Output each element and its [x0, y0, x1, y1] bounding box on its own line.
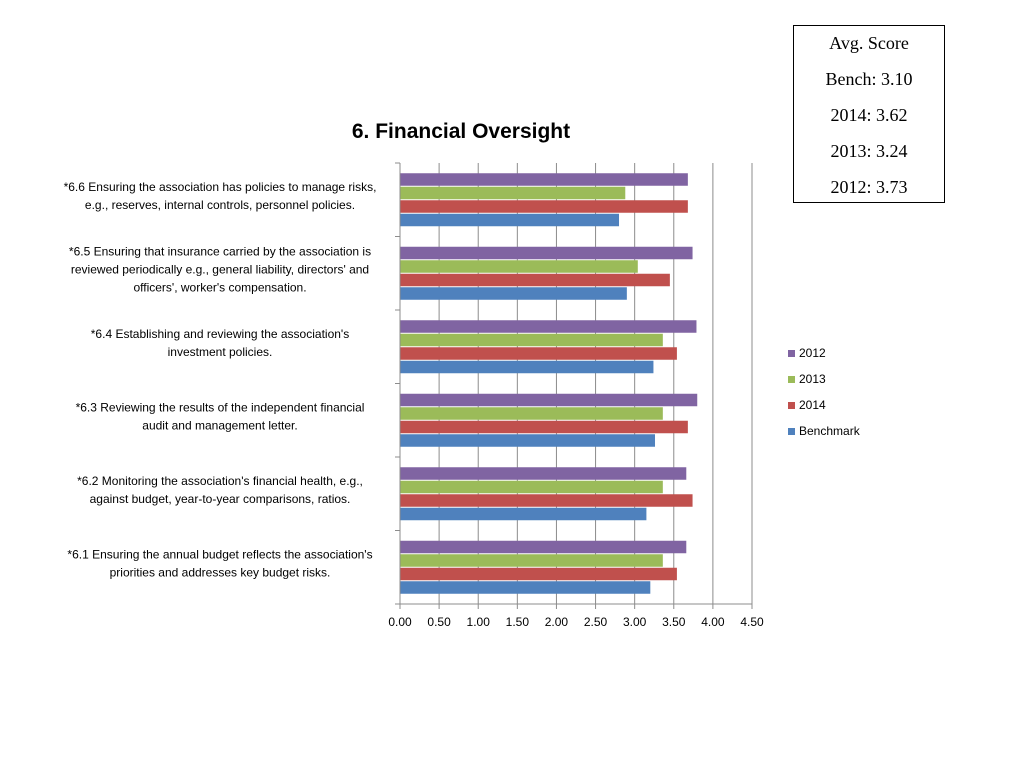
- chart-title: 6. Financial Oversight: [352, 120, 570, 143]
- bar-2013-cat-4: [400, 407, 663, 420]
- bar-2014-cat-2: [400, 273, 670, 287]
- avg-score-2014: 2014: 3.62: [830, 105, 908, 125]
- avg-score-title: Avg. Score: [829, 33, 909, 53]
- category-label: *6.3 Reviewing the results of the indepe…: [76, 400, 365, 432]
- bar-2013-cat-3: [400, 333, 663, 347]
- bar-2012-cat-2: [400, 246, 693, 260]
- bar-2014-cat-5: [400, 494, 693, 507]
- bar-2012-cat-1: [400, 173, 688, 186]
- category-label: *6.2 Monitoring the association's financ…: [77, 474, 363, 506]
- bar-2012-cat-6: [400, 540, 687, 554]
- x-tick-label: 0.50: [427, 615, 451, 629]
- x-tick-label: 0.00: [388, 615, 412, 629]
- category-label: *6.4 Establishing and reviewing the asso…: [91, 327, 349, 359]
- x-tick-label: 4.50: [740, 615, 764, 629]
- legend-swatch-2013: [788, 376, 795, 383]
- gridlines: [438, 163, 753, 604]
- avg-score-box: Avg. Score Bench: 3.10 2014: 3.62 2013: …: [793, 25, 945, 203]
- bar-benchmark-cat-2: [400, 287, 627, 300]
- x-tick-label: 3.00: [623, 615, 647, 629]
- legend-swatch-benchmark: [788, 428, 795, 435]
- legend-label-2012: 2012: [799, 346, 826, 360]
- x-tick-label: 2.50: [584, 615, 608, 629]
- category-labels: *6.6 Ensuring the association has polici…: [64, 180, 377, 580]
- avg-score-2012: 2012: 3.73: [830, 177, 908, 197]
- bar-2013-cat-6: [400, 554, 663, 567]
- legend-swatch-2012: [788, 350, 795, 357]
- bar-benchmark-cat-6: [400, 581, 651, 594]
- bar-2014-cat-3: [400, 347, 677, 360]
- x-tick-label: 4.00: [701, 615, 725, 629]
- bar-2013-cat-1: [400, 186, 626, 200]
- x-tick-label: 2.00: [545, 615, 569, 629]
- bar-2012-cat-5: [400, 467, 687, 480]
- bar-2012-cat-4: [400, 393, 698, 407]
- bar-2014-cat-6: [400, 567, 677, 581]
- bar-benchmark-cat-4: [400, 434, 656, 447]
- bar-benchmark-cat-1: [400, 213, 620, 227]
- x-tick-label: 1.50: [506, 615, 530, 629]
- category-label: *6.6 Ensuring the association has polici…: [64, 180, 377, 212]
- x-tick-label: 3.50: [662, 615, 686, 629]
- legend-swatch-2014: [788, 402, 795, 409]
- bar-2013-cat-2: [400, 260, 638, 273]
- legend-label-2013: 2013: [799, 372, 826, 386]
- bar-benchmark-cat-3: [400, 360, 654, 374]
- legend: 2012 2013 2014 Benchmark: [788, 346, 861, 438]
- avg-score-bench: Bench: 3.10: [825, 69, 913, 89]
- category-label: *6.5 Ensuring that insurance carried by …: [69, 244, 371, 294]
- bar-2013-cat-5: [400, 480, 663, 494]
- bar-2012-cat-3: [400, 320, 697, 333]
- bar-2014-cat-4: [400, 420, 688, 434]
- axes: 0.00 0.50 1.00 1.50 2.00 2.50 3.00 3.50 4.00 4.50: [388, 162, 764, 629]
- legend-label-benchmark: Benchmark: [799, 424, 861, 438]
- bar-2014-cat-1: [400, 200, 688, 213]
- x-tick-label: 1.00: [467, 615, 491, 629]
- category-label: *6.1 Ensuring the annual budget reflects…: [67, 547, 372, 579]
- bars: [400, 173, 698, 594]
- legend-label-2014: 2014: [799, 398, 826, 412]
- bar-benchmark-cat-5: [400, 507, 647, 521]
- avg-score-2013: 2013: 3.24: [830, 141, 908, 161]
